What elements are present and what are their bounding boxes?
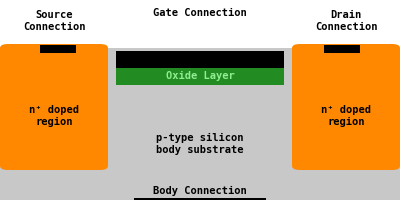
Bar <box>116 51 284 68</box>
FancyBboxPatch shape <box>0 44 108 170</box>
FancyBboxPatch shape <box>292 44 400 170</box>
Text: Source
Connection: Source Connection <box>23 10 85 32</box>
Text: n⁺ doped
region: n⁺ doped region <box>321 105 371 127</box>
Text: Oxide Layer: Oxide Layer <box>166 71 234 81</box>
Text: Body Connection: Body Connection <box>153 186 247 196</box>
Text: n⁺ doped
region: n⁺ doped region <box>29 105 79 127</box>
Text: Gate Connection: Gate Connection <box>153 8 247 18</box>
Text: p-type silicon
body substrate: p-type silicon body substrate <box>156 133 244 155</box>
Text: Drain
Connection: Drain Connection <box>315 10 377 32</box>
Bar <box>0 48 400 200</box>
Bar <box>116 67 284 85</box>
Bar <box>324 45 360 53</box>
Bar <box>134 198 266 200</box>
Bar <box>40 45 76 53</box>
